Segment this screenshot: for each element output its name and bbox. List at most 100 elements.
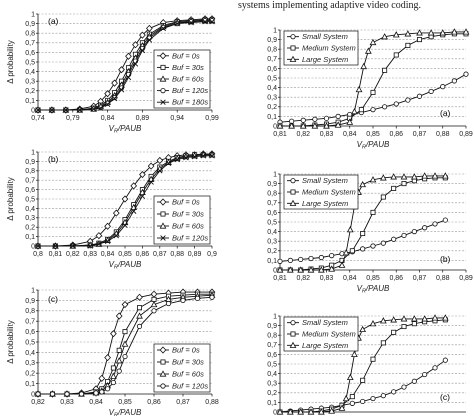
data-point (132, 61, 139, 67)
data-point (346, 373, 354, 381)
y-tick-label: 0,5 (267, 219, 277, 226)
data-point (77, 107, 83, 113)
legend: Buf = 0s Buf = 30s Buf = 60s Buf = 120s (153, 195, 211, 245)
x-tick-label: 0,89 (136, 115, 150, 122)
data-point (422, 225, 428, 231)
data-point (441, 314, 449, 321)
y-tick-label: 0,3 (25, 360, 35, 367)
data-point (317, 266, 325, 273)
y-tick-label: 0,2 (267, 390, 277, 397)
data-point (364, 47, 372, 54)
data-point (463, 71, 469, 77)
legend-label: Buf = 60s (172, 222, 204, 231)
x-axis-label: VR/PAUB (109, 260, 142, 271)
y-tick-label: 0,9 (267, 181, 277, 188)
x-tick-label: 0,84 (89, 399, 103, 406)
legend: Buf = 0s Buf = 30s Buf = 60s Buf = 120s (153, 343, 211, 393)
data-point (276, 408, 284, 415)
data-point (286, 266, 294, 273)
y-tick-label: 0,1 (25, 98, 35, 105)
data-point (307, 408, 315, 415)
legend-marker (160, 359, 166, 365)
legend-label: Buf = 0s (172, 198, 200, 207)
data-point (49, 391, 56, 397)
data-point (411, 378, 417, 384)
data-point (405, 42, 411, 48)
data-point (63, 107, 69, 113)
legend-marker (159, 222, 167, 229)
x-tick-label: 0,86 (389, 275, 403, 282)
data-point (391, 236, 397, 242)
y-tick-label: 0,3 (267, 239, 277, 246)
data-point (104, 238, 111, 245)
data-point (136, 305, 142, 311)
data-point (382, 67, 388, 73)
data-point (416, 29, 423, 36)
x-tick-label: 0,89 (188, 251, 202, 258)
data-point (209, 153, 215, 159)
data-point (400, 173, 408, 180)
legend-label: Medium System (302, 330, 356, 339)
data-point (427, 29, 435, 36)
legend-label: Large System (302, 55, 348, 64)
x-tick-label: 0,82 (66, 251, 80, 258)
y-tick-label: 0,2 (25, 88, 35, 95)
y-tick-label: 0,4 (267, 85, 277, 92)
y-tick-label: 0,4 (25, 69, 35, 76)
y-tick-label: 0,8 (25, 168, 35, 175)
legend-box (153, 195, 211, 245)
legend-marker (289, 341, 297, 348)
y-tick-label: 0,9 (25, 298, 35, 305)
legend-marker (159, 75, 167, 82)
y-tick-label: 0,9 (25, 159, 35, 166)
data-point (97, 105, 104, 111)
data-point (393, 52, 399, 58)
x-axis-label: VR/PAUB (109, 124, 142, 135)
y-tick-label: 0 (31, 107, 35, 114)
data-point (342, 249, 350, 256)
data-point (96, 241, 102, 247)
data-point (299, 122, 307, 129)
data-point (307, 266, 315, 273)
data-point (297, 266, 305, 273)
y-tick-label: 0,3 (267, 95, 277, 102)
data-point (328, 265, 336, 272)
data-point (105, 386, 111, 392)
y-tick-label: 1 (31, 149, 35, 156)
series-buf-180s (35, 18, 215, 113)
x-tick-label: 0,81 (273, 131, 287, 138)
series-line (38, 296, 213, 395)
x-tick-label: 0,82 (31, 399, 45, 406)
y-tick-label: 1 (273, 171, 277, 178)
data-point (349, 248, 355, 254)
data-point (180, 297, 186, 303)
x-tick-label: 0,86 (147, 399, 161, 406)
x-tick-label: 0,89 (459, 275, 473, 282)
data-point (104, 90, 111, 98)
legend-marker (290, 34, 296, 40)
x-tick-label: 0,8 (33, 251, 43, 258)
legend-label: Buf = 180s (172, 98, 208, 107)
data-point (202, 18, 208, 25)
data-point (121, 340, 129, 347)
data-point (308, 255, 314, 262)
data-point (370, 243, 376, 249)
data-point (380, 340, 386, 346)
y-tick-label: 0,7 (267, 56, 277, 63)
data-point (431, 314, 439, 321)
y-tick-label: 0 (273, 123, 277, 130)
legend-label: Buf = 60s (172, 370, 204, 379)
y-tick-label: 0,9 (267, 37, 277, 44)
series-large-system (276, 28, 470, 129)
data-point (104, 222, 111, 230)
data-point (157, 168, 163, 174)
y-tick-label: 0,2 (267, 104, 277, 111)
data-point (298, 256, 304, 263)
data-point (277, 258, 283, 264)
data-point (35, 243, 41, 249)
x-tick-label: 0,79 (66, 115, 80, 122)
legend: Small System Medium System Large System (283, 316, 359, 352)
y-tick-label: 1 (31, 11, 35, 18)
data-point (317, 408, 325, 415)
legend-marker (159, 52, 167, 60)
